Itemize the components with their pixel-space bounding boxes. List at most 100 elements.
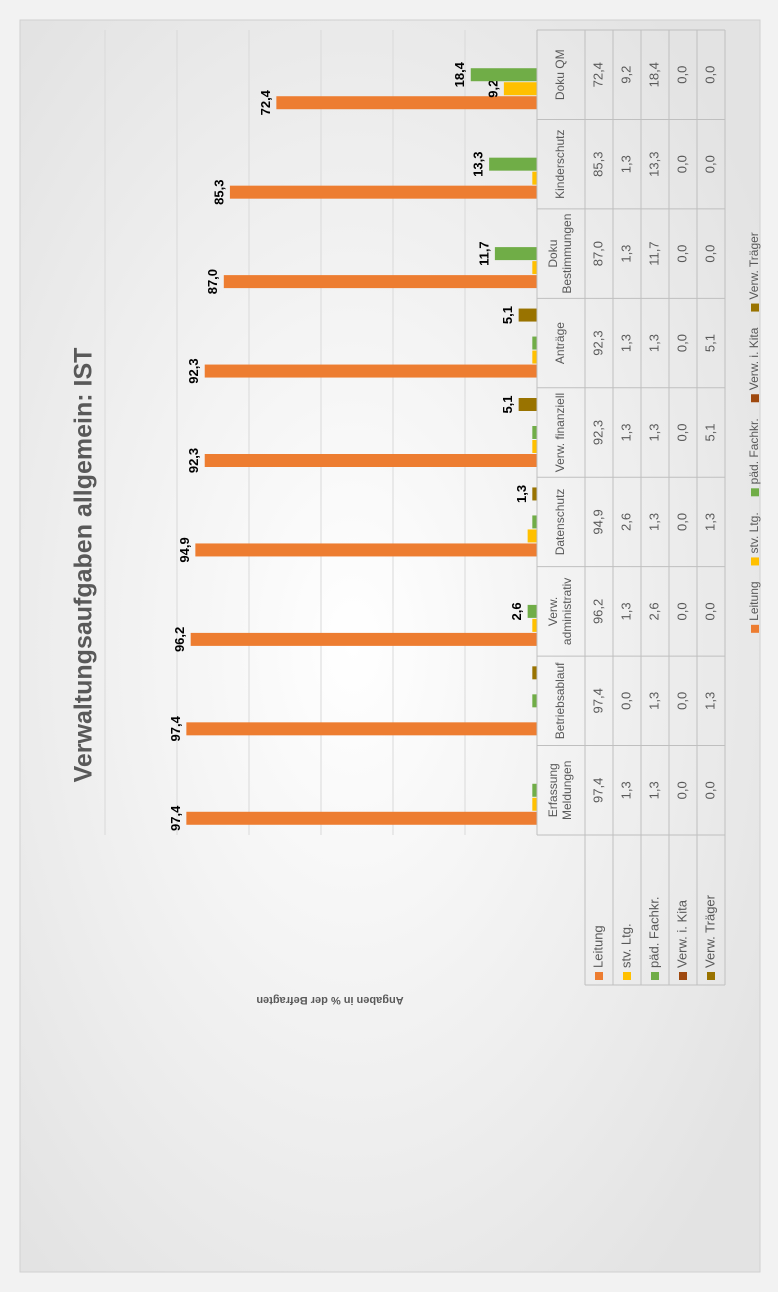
data-label: 97,4 <box>168 805 183 831</box>
table-cell: 0,0 <box>674 513 689 531</box>
table-cell: 96,2 <box>590 599 605 624</box>
bar <box>532 797 538 811</box>
table-cell: 5,1 <box>702 334 717 352</box>
bar <box>489 157 537 171</box>
table-cell: 0,0 <box>674 781 689 799</box>
table-cell: 0,0 <box>702 781 717 799</box>
bar <box>204 454 537 467</box>
data-label: 1,3 <box>514 485 529 503</box>
table-cell: 1,3 <box>702 692 717 710</box>
table-cell: 1,3 <box>618 245 633 263</box>
table-cell: 87,0 <box>590 241 605 266</box>
table-cell: 0,0 <box>674 155 689 173</box>
table-cell: 85,3 <box>590 152 605 177</box>
table-cell: 1,3 <box>646 334 661 352</box>
data-label: 11,7 <box>476 241 491 266</box>
legend-key <box>751 624 759 633</box>
data-label: 94,9 <box>177 537 192 562</box>
legend-label: päd. Fachkr. <box>747 418 761 484</box>
data-label: 5,1 <box>500 306 515 324</box>
category-label: Anträge <box>553 322 567 364</box>
bar <box>532 426 538 439</box>
legend-key <box>751 394 759 403</box>
bar <box>518 398 538 411</box>
bar <box>532 261 538 275</box>
legend-label: stv. Ltg. <box>747 512 761 553</box>
bar <box>503 82 538 96</box>
table-legend-key <box>623 972 631 980</box>
bar <box>223 275 538 289</box>
data-label: 92,3 <box>186 448 201 473</box>
category-label: Verw. finanziell <box>553 393 567 472</box>
data-label: 87,0 <box>205 269 220 294</box>
bar <box>532 666 538 680</box>
table-cell: 0,0 <box>618 692 633 710</box>
category-label: Doku QM <box>553 49 567 100</box>
bar <box>518 308 538 322</box>
table-cell: 0,0 <box>702 245 717 263</box>
bar <box>276 96 537 110</box>
data-label: 72,4 <box>258 89 273 115</box>
table-cell: 11,7 <box>646 241 661 265</box>
data-label: 9,2 <box>485 80 500 98</box>
bar <box>470 68 538 82</box>
table-row-label: stv. Ltg. <box>618 923 633 968</box>
category-label: Verw.administrativ <box>546 578 574 645</box>
category-label: ErfassungMeldungen <box>546 761 574 820</box>
category-label: Datenschutz <box>553 489 567 556</box>
bar <box>494 247 538 261</box>
bar <box>527 604 538 618</box>
legend-label: Verw. i. Kita <box>747 327 761 390</box>
table-cell: 92,3 <box>590 420 605 445</box>
data-label: 97,4 <box>168 715 183 741</box>
table-cell: 0,0 <box>674 602 689 620</box>
data-label: 92,3 <box>186 358 201 383</box>
table-cell: 13,3 <box>646 152 661 177</box>
bar <box>532 515 538 529</box>
bar <box>195 543 538 557</box>
table-legend-key <box>707 972 715 980</box>
rotated-chart: Verwaltungsaufgaben allgemein: IST Angab… <box>19 19 761 1273</box>
table-cell: 0,0 <box>674 245 689 263</box>
data-label: 5,1 <box>500 395 515 413</box>
table-cell: 97,4 <box>590 688 605 713</box>
bar <box>532 487 538 501</box>
bar <box>532 336 538 350</box>
legend-label: Leitung <box>747 581 761 620</box>
table-cell: 0,0 <box>674 334 689 352</box>
table-cell: 18,4 <box>646 62 661 87</box>
table-cell: 1,3 <box>702 513 717 531</box>
data-label: 13,3 <box>471 152 486 177</box>
table-row-label: Verw. i. Kita <box>674 899 689 968</box>
table-legend-key <box>595 972 603 980</box>
table-cell: 72,4 <box>590 62 605 87</box>
table-cell: 2,6 <box>646 602 661 620</box>
table-cell: 0,0 <box>702 66 717 84</box>
table-cell: 1,3 <box>618 423 633 441</box>
legend-label: Verw. Träger <box>747 232 761 299</box>
bar <box>532 618 538 632</box>
table-cell: 1,3 <box>646 423 661 441</box>
table-cell: 0,0 <box>674 692 689 710</box>
table-cell: 1,3 <box>646 513 661 531</box>
data-label: 96,2 <box>172 627 187 652</box>
table-cell: 1,3 <box>618 602 633 620</box>
table-cell: 1,3 <box>646 692 661 710</box>
bar <box>532 783 538 797</box>
legend-key <box>751 557 759 566</box>
chart-title: Verwaltungsaufgaben allgemein: IST <box>70 348 98 783</box>
table-cell: 1,3 <box>646 781 661 799</box>
data-label: 18,4 <box>452 61 467 87</box>
bar <box>186 811 538 825</box>
table-row-label: Verw. Träger <box>702 894 717 968</box>
bar <box>204 364 537 378</box>
category-label: Betriebsablauf <box>553 662 567 739</box>
table-cell: 1,3 <box>618 781 633 799</box>
table-cell: 9,2 <box>618 66 633 84</box>
bar <box>532 440 538 453</box>
bar <box>532 694 538 708</box>
legend-key <box>751 303 759 312</box>
y-axis-title: Angaben in % der Befragten <box>256 994 404 1006</box>
data-label: 2,6 <box>509 602 524 620</box>
